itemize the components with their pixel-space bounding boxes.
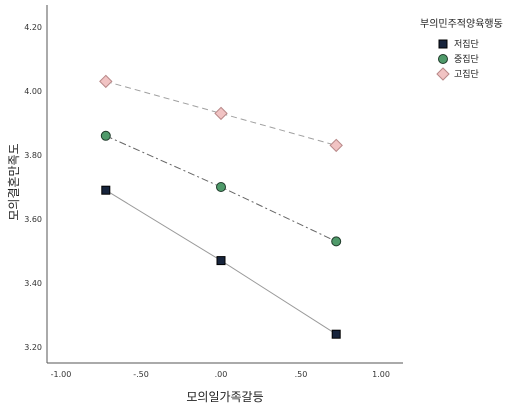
plot-area <box>99 74 343 339</box>
data-point <box>99 74 113 89</box>
data-point <box>329 138 343 153</box>
data-point <box>100 130 111 141</box>
legend-marker <box>438 54 448 64</box>
data-point <box>214 106 228 121</box>
legend-item: 중집단 <box>438 53 479 65</box>
y-tick-label: 3.40 <box>24 279 42 288</box>
series <box>100 130 342 247</box>
data-point <box>331 329 341 339</box>
data-point <box>216 182 226 192</box>
legend-label: 중집단 <box>454 53 479 65</box>
x-tick-label: -1.00 <box>51 370 72 379</box>
axes <box>46 5 403 364</box>
y-tick-label: 4.20 <box>24 23 42 32</box>
series <box>99 74 343 153</box>
data-point <box>101 185 111 195</box>
x-axis-title: 모의일가족갈등 <box>186 390 263 404</box>
data-point <box>216 256 226 266</box>
legend-label: 고집단 <box>454 68 479 80</box>
legend-marker <box>436 67 450 81</box>
x-tick-label: .50 <box>295 370 308 379</box>
x-tick-label: 1.00 <box>372 370 390 379</box>
data-point <box>331 236 342 247</box>
y-tick-label: 3.20 <box>24 343 42 352</box>
legend-item: 저집단 <box>438 38 479 50</box>
x-ticks: -1.00 -.50 .00 .50 1.00 <box>51 370 390 379</box>
y-axis-title: 모의결혼만족도 <box>7 143 21 220</box>
y-tick-label: 3.80 <box>24 151 42 160</box>
series <box>101 185 341 339</box>
x-tick-label: .00 <box>215 370 228 379</box>
y-tick-label: 4.00 <box>24 87 42 96</box>
y-tick-label: 3.60 <box>24 215 42 224</box>
legend-item: 고집단 <box>436 67 479 81</box>
legend-label: 저집단 <box>454 38 479 50</box>
legend-title: 부의민주적양육행동 <box>420 18 503 30</box>
x-tick-label: -.50 <box>133 370 149 379</box>
y-ticks: 3.20 3.40 3.60 3.80 4.00 4.20 <box>24 23 42 352</box>
legend-marker <box>438 39 448 49</box>
